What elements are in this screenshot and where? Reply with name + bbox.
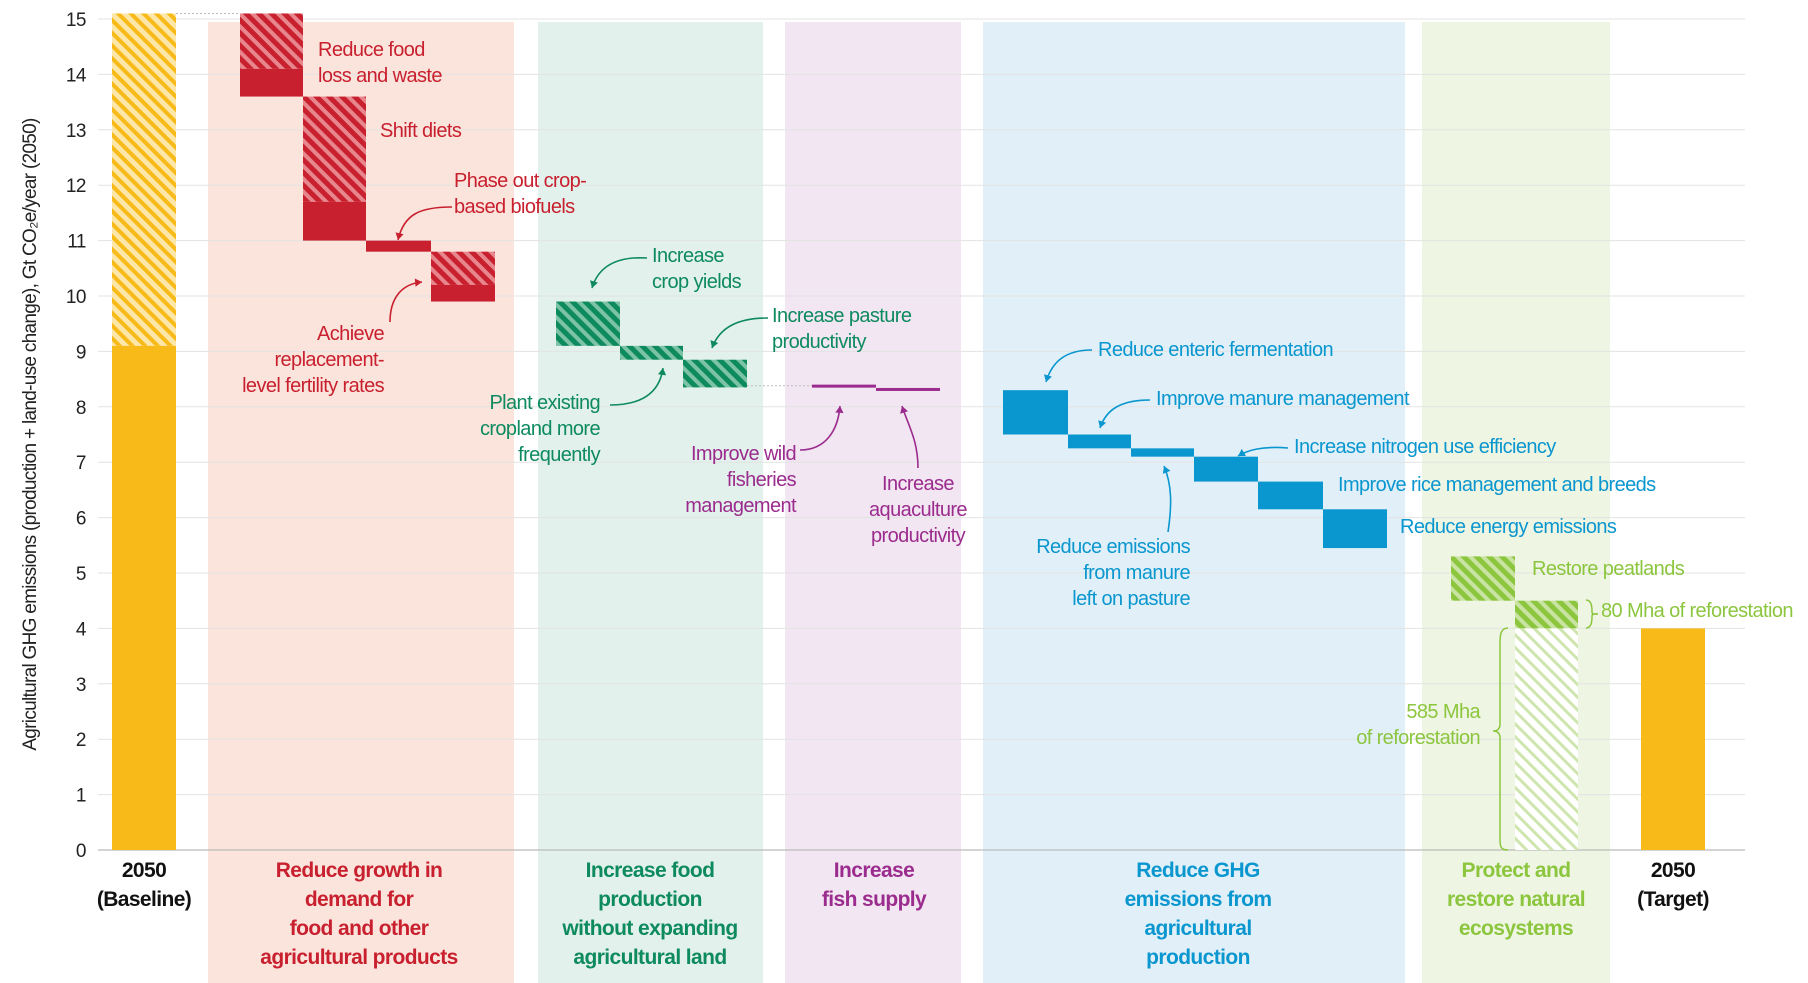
bar-improve-manure-management — [1068, 434, 1131, 449]
y-tick-label: 13 — [66, 121, 86, 142]
label-shift-diets: Shift diets — [380, 120, 462, 142]
label-cropland: Plant existing cropland more frequently — [480, 392, 601, 466]
category-label-target: 2050 (Target) — [1637, 859, 1709, 911]
label-enteric: Reduce enteric fermentation — [1098, 339, 1333, 361]
category-label-food: Increase food production without expanding… — [561, 859, 737, 969]
bar-shift-diets-hatched — [303, 96, 366, 202]
bar-reduce-enteric-fermentation — [1003, 390, 1068, 435]
bar-phase-out-crop-based-biofuels — [366, 240, 431, 252]
label-pasture: Increase pasture productivity — [772, 305, 912, 353]
bar-reduce-energy-emissions — [1323, 509, 1387, 549]
arrow-biofuels — [395, 206, 453, 241]
y-tick-label: 7 — [76, 453, 86, 474]
label-fertility: Achieve replacement-level fertility rates — [242, 323, 384, 397]
brace-reforestation-80 — [1585, 599, 1599, 629]
y-tick-label: 14 — [66, 65, 87, 86]
label-rice: Improve rice management and breeds — [1338, 474, 1656, 496]
label-pasture-manure: Reduce emissions from manure left on pastu… — [1036, 536, 1190, 610]
bar-baseline — [112, 345, 176, 850]
brace-reforestation-585 — [1492, 627, 1509, 851]
category-label-fish: Increase fish supply — [822, 859, 927, 911]
bar-reduce-food-loss-and-waste — [240, 68, 303, 97]
bar-reduce-emissions-from-manure-left-on-pasture — [1131, 448, 1194, 457]
bar-reduce-food-loss-and-waste-hatched — [240, 13, 303, 69]
y-tick-label: 5 — [76, 564, 86, 585]
y-tick-label: 15 — [66, 10, 86, 31]
label-food-loss: Reduce food loss and waste — [318, 39, 442, 87]
label-wild-fisheries: Improve wild fisheries management — [685, 443, 797, 517]
y-tick-label: 11 — [67, 232, 86, 253]
category-label-eco: Protect and restore natural ecosystems — [1447, 859, 1585, 940]
bar-baseline-hatched — [112, 13, 176, 346]
arrow-crop-yields — [590, 257, 648, 289]
label-crop-yields: Increase crop yields — [652, 245, 742, 293]
arrow-pasture-manure — [1162, 465, 1172, 533]
arrow-wild-fisheries — [799, 405, 844, 451]
panel-bg-fish — [785, 22, 961, 983]
bar-585-mha-of-reforestation — [1515, 628, 1578, 850]
bar-80-mha-of-reforestation — [1515, 600, 1578, 629]
bar-increase-crop-yields — [556, 301, 620, 346]
bar-shift-diets — [303, 201, 366, 241]
bar-achieve-replacement-level-fertility-rates-hatched — [431, 251, 495, 285]
y-tick-label: 8 — [76, 398, 86, 419]
bar-achieve-replacement-level-fertility-rates — [431, 284, 495, 302]
bar-target — [1641, 628, 1705, 850]
label-nitrogen: Increase nitrogen use efficiency — [1294, 436, 1556, 458]
bar-increase-pasture-productivity — [683, 359, 747, 388]
label-reforestation-80: 80 Mha of reforestation — [1601, 600, 1793, 622]
bar-plant-existing-cropland-more-frequently — [620, 345, 683, 360]
y-axis-title: Agricultural GHG emissions (production +… — [20, 118, 41, 751]
category-label-baseline: 2050 (Baseline) — [97, 859, 191, 911]
bar-improve-rice-management-and-breeds — [1258, 481, 1323, 510]
y-tick-label: 0 — [76, 841, 86, 862]
category-label-demand: Reduce growth in demand for food and other… — [260, 859, 457, 969]
arrow-enteric — [1044, 349, 1093, 383]
y-tick-label: 10 — [66, 287, 86, 308]
bar-increase-nitrogen-use-efficiency — [1194, 456, 1258, 482]
arrow-fertility — [389, 278, 423, 323]
y-tick-label: 12 — [66, 176, 86, 197]
y-tick-label: 9 — [76, 342, 86, 363]
bar-restore-peatlands — [1451, 556, 1515, 601]
label-peatlands: Restore peatlands — [1532, 558, 1685, 580]
y-tick-label: 6 — [76, 509, 86, 530]
category-label-ghg: Reduce GHG emissions from agricultural prod… — [1125, 859, 1272, 969]
arrow-pasture — [710, 317, 769, 349]
arrow-aquaculture — [900, 405, 919, 469]
panel-bg-food — [538, 22, 763, 983]
label-energy: Reduce energy emissions — [1400, 516, 1617, 538]
bar-increase-aquaculture-productivity — [876, 387, 940, 391]
label-manure: Improve manure management — [1156, 388, 1410, 410]
arrow-manure — [1098, 399, 1151, 429]
arrow-nitrogen — [1237, 446, 1289, 457]
arrow-cropland — [609, 367, 667, 406]
label-aquaculture: Increase aquaculture productivity — [869, 473, 967, 547]
label-reforestation-585: 585 Mha of reforestation — [1356, 701, 1481, 749]
y-tick-label: 3 — [76, 675, 86, 696]
y-tick-label: 4 — [76, 619, 87, 640]
y-tick-label: 2 — [76, 730, 86, 751]
bar-improve-wild-fisheries-management — [812, 384, 876, 388]
y-tick-label: 1 — [76, 786, 86, 807]
panel-bg-ghg — [983, 22, 1405, 983]
label-biofuels: Phase out crop-based biofuels — [454, 170, 586, 218]
